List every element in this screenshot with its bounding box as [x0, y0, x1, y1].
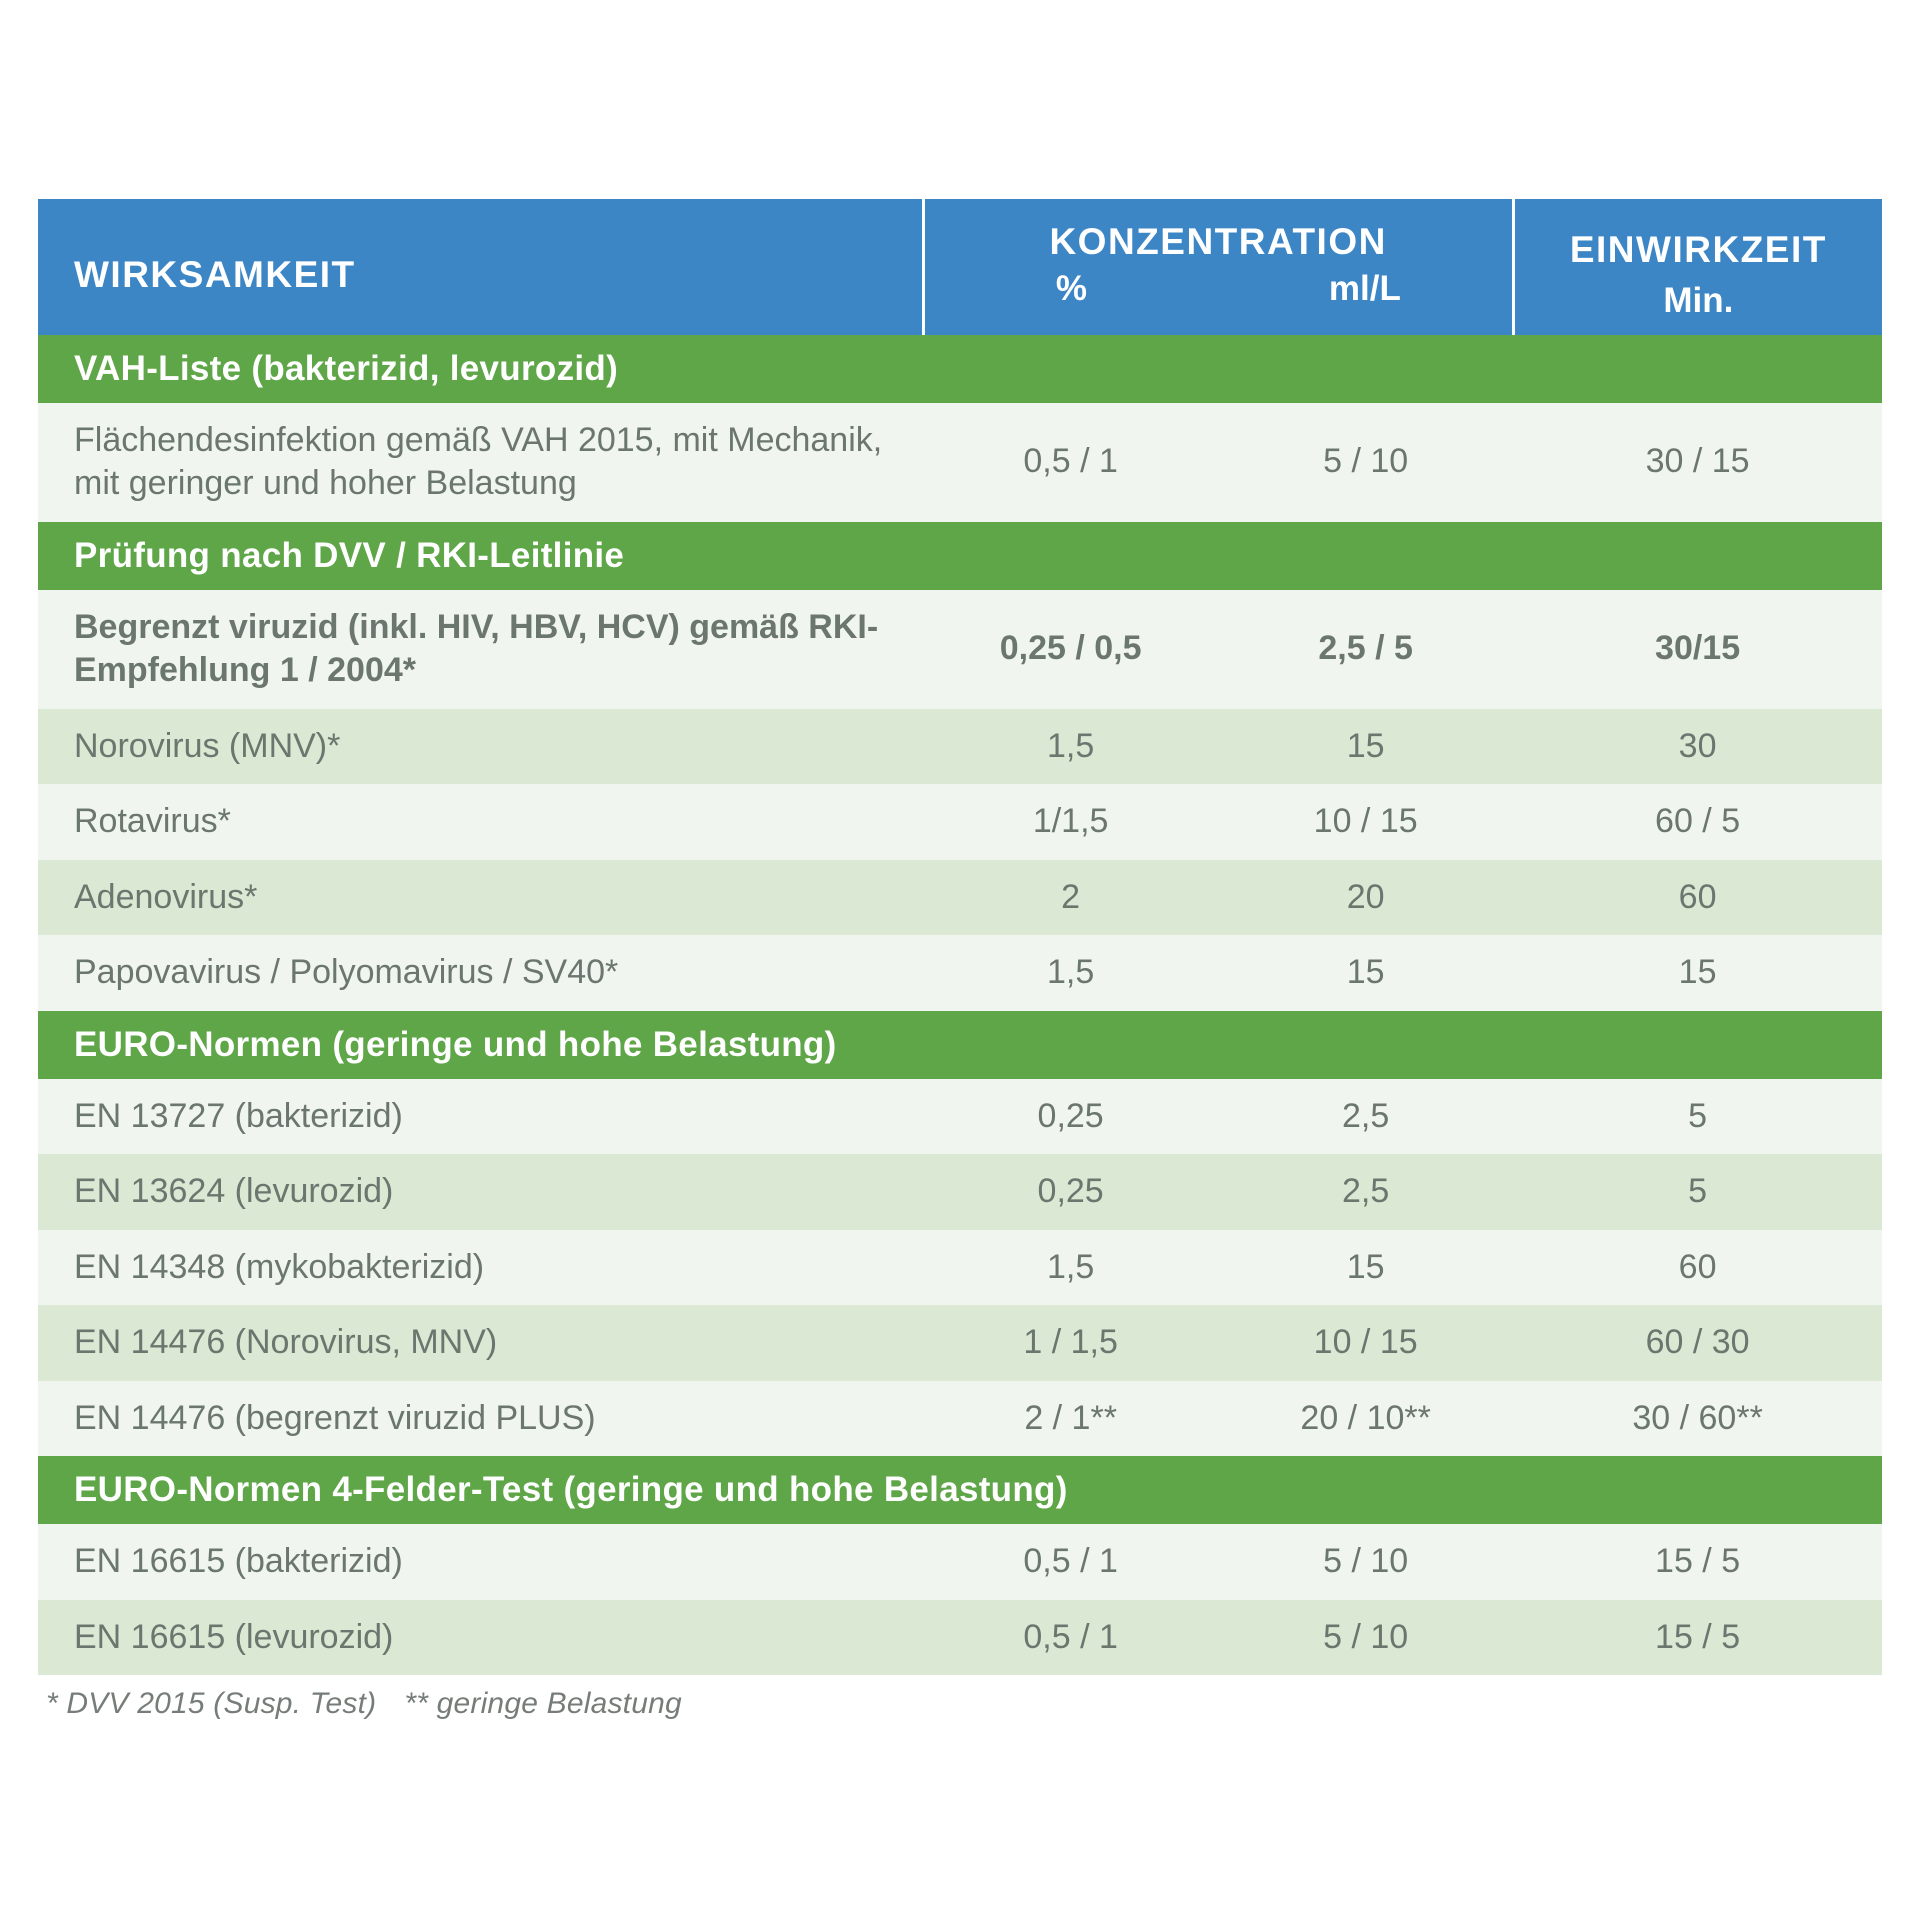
row-min: 30/15 [1513, 590, 1882, 709]
row-pct: 2 [923, 860, 1218, 936]
row-pct: 1,5 [923, 1230, 1218, 1306]
row-min: 30 / 15 [1513, 403, 1882, 522]
row-ml: 20 [1218, 860, 1513, 936]
row-label: EN 14476 (begrenzt viruzid PLUS) [38, 1381, 923, 1457]
table-row: Begrenzt viruzid (inkl. HIV, HBV, HCV) g… [38, 590, 1882, 709]
row-label: Norovirus (MNV)* [38, 709, 923, 785]
header-konzentration: KONZENTRATION % ml/L [923, 199, 1513, 335]
table-row: EN 13727 (bakterizid)0,252,55 [38, 1079, 1882, 1155]
row-ml: 15 [1218, 709, 1513, 785]
row-ml: 15 [1218, 935, 1513, 1011]
row-pct: 0,5 / 1 [923, 403, 1218, 522]
row-label: EN 13727 (bakterizid) [38, 1079, 923, 1155]
row-label: Adenovirus* [38, 860, 923, 936]
row-ml: 5 / 10 [1218, 1524, 1513, 1600]
row-pct: 0,25 [923, 1079, 1218, 1155]
row-label: EN 16615 (levurozid) [38, 1600, 923, 1676]
row-label: EN 16615 (bakterizid) [38, 1524, 923, 1600]
table-header: WIRKSAMKEIT KONZENTRATION % ml/L EINWIRK… [38, 199, 1882, 335]
section-row: EURO-Normen 4-Felder-Test (geringe und h… [38, 1456, 1882, 1524]
row-min: 5 [1513, 1079, 1882, 1155]
header-wirksamkeit-label: WIRKSAMKEIT [74, 254, 886, 296]
footnote: * DVV 2015 (Susp. Test) ** geringe Belast… [38, 1675, 1882, 1721]
row-ml: 5 / 10 [1218, 1600, 1513, 1676]
header-konz-ml: ml/L [1218, 269, 1512, 309]
row-label: Flächendesinfektion gemäß VAH 2015, mit … [38, 403, 923, 522]
efficacy-table: WIRKSAMKEIT KONZENTRATION % ml/L EINWIRK… [38, 199, 1882, 1676]
section-row: VAH-Liste (bakterizid, levurozid) [38, 335, 1882, 403]
row-pct: 0,25 [923, 1154, 1218, 1230]
row-label: Begrenzt viruzid (inkl. HIV, HBV, HCV) g… [38, 590, 923, 709]
row-ml: 2,5 [1218, 1079, 1513, 1155]
row-ml: 2,5 [1218, 1154, 1513, 1230]
row-pct: 2 / 1** [923, 1381, 1218, 1457]
row-pct: 0,5 / 1 [923, 1524, 1218, 1600]
section-row: EURO-Normen (geringe und hohe Belastung) [38, 1011, 1882, 1079]
header-konz-pct: % [925, 269, 1219, 309]
row-label: Rotavirus* [38, 784, 923, 860]
table-row: Norovirus (MNV)*1,51530 [38, 709, 1882, 785]
header-einwirk-min: Min. [1551, 271, 1846, 321]
row-pct: 1,5 [923, 709, 1218, 785]
footnote-item: * DVV 2015 (Susp. Test) [46, 1687, 376, 1720]
efficacy-table-block: WIRKSAMKEIT KONZENTRATION % ml/L EINWIRK… [38, 199, 1882, 1722]
row-pct: 1/1,5 [923, 784, 1218, 860]
row-ml: 10 / 15 [1218, 1305, 1513, 1381]
row-label: EN 13624 (levurozid) [38, 1154, 923, 1230]
row-pct: 1,5 [923, 935, 1218, 1011]
row-ml: 10 / 15 [1218, 784, 1513, 860]
row-min: 60 / 5 [1513, 784, 1882, 860]
row-min: 30 [1513, 709, 1882, 785]
row-ml: 15 [1218, 1230, 1513, 1306]
table-row: EN 16615 (levurozid)0,5 / 15 / 1015 / 5 [38, 1600, 1882, 1676]
header-einwirkzeit: EINWIRKZEIT Min. [1513, 199, 1882, 335]
row-label: Papovavirus / Polyomavirus / SV40* [38, 935, 923, 1011]
section-title: EURO-Normen 4-Felder-Test (geringe und h… [38, 1456, 1882, 1524]
table-row: Rotavirus*1/1,510 / 1560 / 5 [38, 784, 1882, 860]
table-row: EN 13624 (levurozid)0,252,55 [38, 1154, 1882, 1230]
table-row: EN 16615 (bakterizid)0,5 / 15 / 1015 / 5 [38, 1524, 1882, 1600]
table-row: EN 14476 (begrenzt viruzid PLUS)2 / 1**2… [38, 1381, 1882, 1457]
section-title: EURO-Normen (geringe und hohe Belastung) [38, 1011, 1882, 1079]
row-ml: 20 / 10** [1218, 1381, 1513, 1457]
section-row: Prüfung nach DVV / RKI-Leitlinie [38, 522, 1882, 590]
table-body: VAH-Liste (bakterizid, levurozid)Flächen… [38, 335, 1882, 1676]
row-ml: 5 / 10 [1218, 403, 1513, 522]
section-title: Prüfung nach DVV / RKI-Leitlinie [38, 522, 1882, 590]
header-konzentration-label: KONZENTRATION [925, 199, 1512, 269]
row-min: 15 / 5 [1513, 1600, 1882, 1676]
row-min: 5 [1513, 1154, 1882, 1230]
row-min: 15 / 5 [1513, 1524, 1882, 1600]
header-einwirkzeit-label: EINWIRKZEIT [1551, 229, 1846, 271]
row-label: EN 14348 (mykobakterizid) [38, 1230, 923, 1306]
table-row: Adenovirus*22060 [38, 860, 1882, 936]
row-min: 60 [1513, 1230, 1882, 1306]
row-ml: 2,5 / 5 [1218, 590, 1513, 709]
row-min: 30 / 60** [1513, 1381, 1882, 1457]
section-title: VAH-Liste (bakterizid, levurozid) [38, 335, 1882, 403]
row-pct: 0,5 / 1 [923, 1600, 1218, 1676]
table-row: EN 14348 (mykobakterizid)1,51560 [38, 1230, 1882, 1306]
page-background: WIRKSAMKEIT KONZENTRATION % ml/L EINWIRK… [0, 0, 1920, 1920]
row-min: 60 [1513, 860, 1882, 936]
row-label: EN 14476 (Norovirus, MNV) [38, 1305, 923, 1381]
table-row: Flächendesinfektion gemäß VAH 2015, mit … [38, 403, 1882, 522]
row-pct: 0,25 / 0,5 [923, 590, 1218, 709]
row-min: 60 / 30 [1513, 1305, 1882, 1381]
table-row: Papovavirus / Polyomavirus / SV40*1,5151… [38, 935, 1882, 1011]
row-min: 15 [1513, 935, 1882, 1011]
table-row: EN 14476 (Norovirus, MNV)1 / 1,510 / 156… [38, 1305, 1882, 1381]
row-pct: 1 / 1,5 [923, 1305, 1218, 1381]
footnote-item: ** geringe Belastung [404, 1687, 682, 1720]
header-wirksamkeit: WIRKSAMKEIT [38, 199, 923, 335]
